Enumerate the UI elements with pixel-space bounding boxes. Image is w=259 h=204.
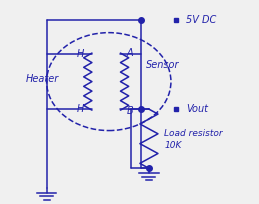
Text: Sensor: Sensor [146,60,180,70]
Text: 5V DC: 5V DC [186,15,217,26]
Text: 10K: 10K [164,141,182,150]
Text: B: B [127,106,134,116]
Text: Load resistor: Load resistor [164,129,223,138]
Text: Heater: Heater [26,73,59,84]
Text: H: H [77,104,84,114]
Text: H: H [77,49,84,59]
Text: A: A [127,48,134,58]
Text: Vout: Vout [186,104,208,114]
